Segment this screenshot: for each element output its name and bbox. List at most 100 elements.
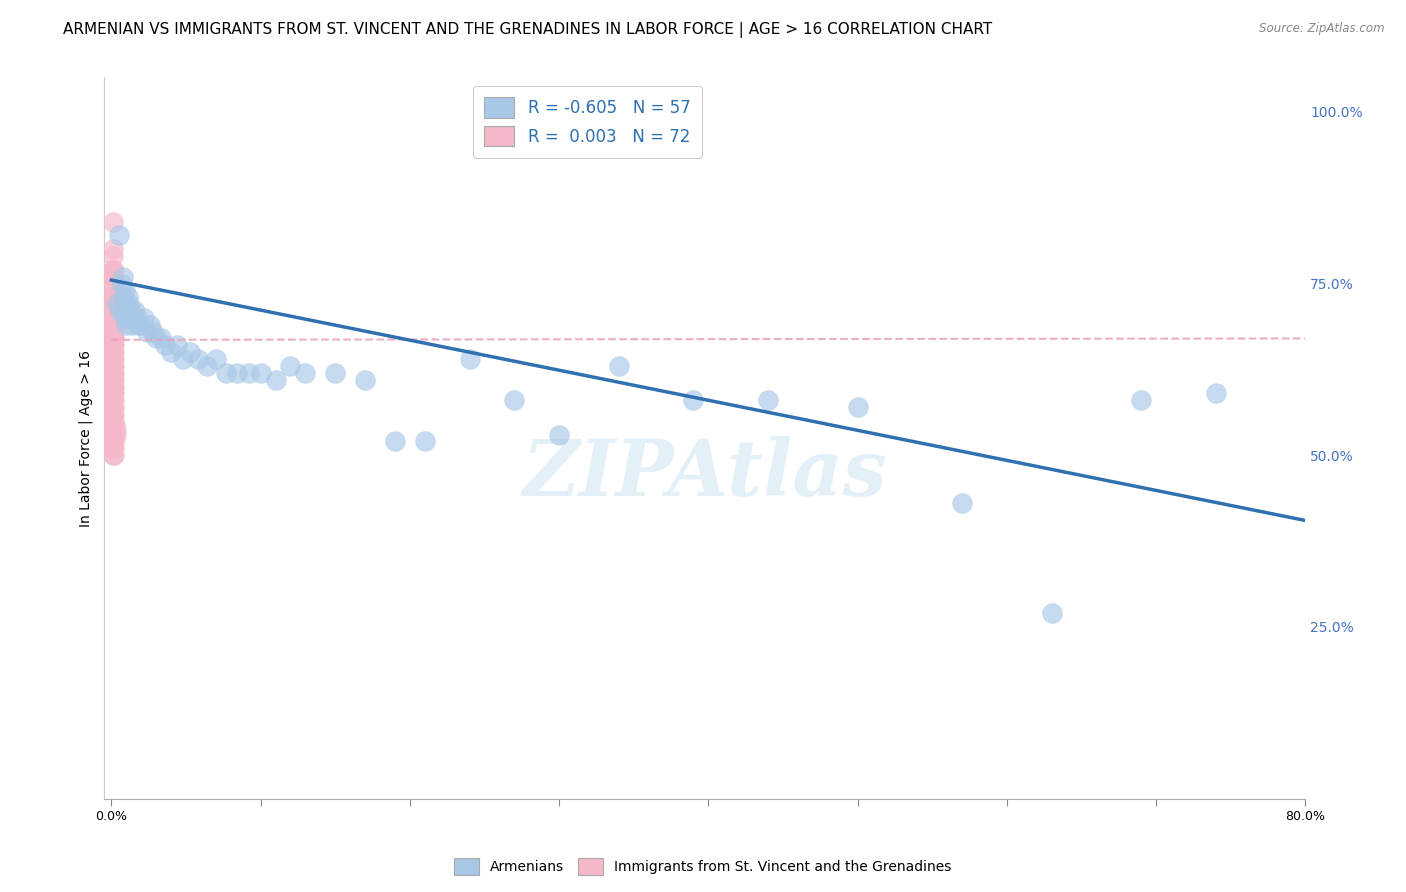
Point bbox=[264, 373, 287, 387]
Point bbox=[103, 407, 125, 421]
Point bbox=[103, 359, 125, 373]
Text: Source: ZipAtlas.com: Source: ZipAtlas.com bbox=[1260, 22, 1385, 36]
Point bbox=[101, 331, 124, 345]
Point bbox=[153, 338, 176, 352]
Point bbox=[172, 352, 194, 367]
Point bbox=[103, 393, 125, 408]
Point bbox=[111, 277, 134, 291]
Text: ARMENIAN VS IMMIGRANTS FROM ST. VINCENT AND THE GRENADINES IN LABOR FORCE | AGE : ARMENIAN VS IMMIGRANTS FROM ST. VINCENT … bbox=[63, 22, 993, 38]
Point bbox=[107, 228, 129, 243]
Point bbox=[101, 434, 124, 449]
Point bbox=[129, 318, 152, 332]
Point bbox=[101, 318, 124, 332]
Point bbox=[101, 366, 124, 380]
Point bbox=[101, 304, 124, 318]
Point bbox=[101, 277, 124, 291]
Point bbox=[134, 310, 156, 325]
Point bbox=[103, 414, 125, 428]
Point bbox=[115, 297, 138, 311]
Point bbox=[114, 310, 136, 325]
Point bbox=[105, 297, 128, 311]
Point bbox=[103, 331, 125, 345]
Point bbox=[101, 304, 124, 318]
Point bbox=[114, 284, 136, 298]
Point bbox=[121, 318, 143, 332]
Point bbox=[205, 352, 228, 367]
Point bbox=[607, 359, 630, 373]
Point bbox=[101, 297, 124, 311]
Point bbox=[101, 338, 124, 352]
Point bbox=[103, 386, 125, 401]
Point bbox=[101, 215, 124, 229]
Point bbox=[127, 318, 149, 332]
Point bbox=[103, 448, 125, 462]
Point bbox=[101, 338, 124, 352]
Point bbox=[103, 338, 125, 352]
Point bbox=[103, 345, 125, 359]
Point bbox=[101, 325, 124, 339]
Point bbox=[846, 400, 869, 414]
Point bbox=[101, 373, 124, 387]
Point bbox=[101, 310, 124, 325]
Point bbox=[103, 366, 125, 380]
Point bbox=[115, 318, 138, 332]
Point bbox=[103, 400, 125, 414]
Point bbox=[1205, 386, 1227, 401]
Point bbox=[110, 304, 132, 318]
Point bbox=[756, 393, 779, 408]
Point bbox=[101, 379, 124, 393]
Point bbox=[125, 310, 148, 325]
Point bbox=[548, 427, 571, 442]
Point bbox=[101, 386, 124, 401]
Point bbox=[101, 310, 124, 325]
Point bbox=[101, 414, 124, 428]
Text: ZIPAtlas: ZIPAtlas bbox=[523, 436, 887, 512]
Point bbox=[682, 393, 704, 408]
Point bbox=[166, 338, 188, 352]
Point bbox=[1130, 393, 1153, 408]
Point bbox=[187, 352, 209, 367]
Point bbox=[118, 310, 141, 325]
Point bbox=[101, 352, 124, 367]
Point bbox=[124, 304, 146, 318]
Point bbox=[101, 269, 124, 284]
Point bbox=[101, 304, 124, 318]
Point bbox=[1040, 606, 1063, 620]
Point bbox=[238, 366, 260, 380]
Point bbox=[101, 284, 124, 298]
Point bbox=[354, 373, 377, 387]
Point bbox=[101, 249, 124, 263]
Point bbox=[101, 345, 124, 359]
Point bbox=[160, 345, 183, 359]
Point bbox=[101, 359, 124, 373]
Point bbox=[117, 290, 139, 304]
Point bbox=[101, 262, 124, 277]
Point bbox=[101, 373, 124, 387]
Point bbox=[101, 421, 124, 435]
Legend: R = -0.605   N = 57, R =  0.003   N = 72: R = -0.605 N = 57, R = 0.003 N = 72 bbox=[472, 86, 702, 158]
Point bbox=[280, 359, 302, 373]
Point bbox=[384, 434, 406, 449]
Point bbox=[249, 366, 271, 380]
Point bbox=[112, 290, 135, 304]
Point bbox=[101, 359, 124, 373]
Point bbox=[101, 331, 124, 345]
Point bbox=[413, 434, 436, 449]
Point bbox=[101, 262, 124, 277]
Point bbox=[101, 318, 124, 332]
Point bbox=[101, 352, 124, 367]
Point bbox=[103, 325, 125, 339]
Point bbox=[101, 290, 124, 304]
Point bbox=[136, 325, 159, 339]
Point bbox=[101, 269, 124, 284]
Point bbox=[215, 366, 238, 380]
Point bbox=[101, 379, 124, 393]
Point bbox=[101, 400, 124, 414]
Point bbox=[458, 352, 481, 367]
Point bbox=[117, 304, 139, 318]
Y-axis label: In Labor Force | Age > 16: In Labor Force | Age > 16 bbox=[79, 350, 93, 526]
Point bbox=[103, 318, 125, 332]
Point bbox=[149, 331, 172, 345]
Point bbox=[104, 421, 127, 435]
Legend: Armenians, Immigrants from St. Vincent and the Grenadines: Armenians, Immigrants from St. Vincent a… bbox=[449, 853, 957, 880]
